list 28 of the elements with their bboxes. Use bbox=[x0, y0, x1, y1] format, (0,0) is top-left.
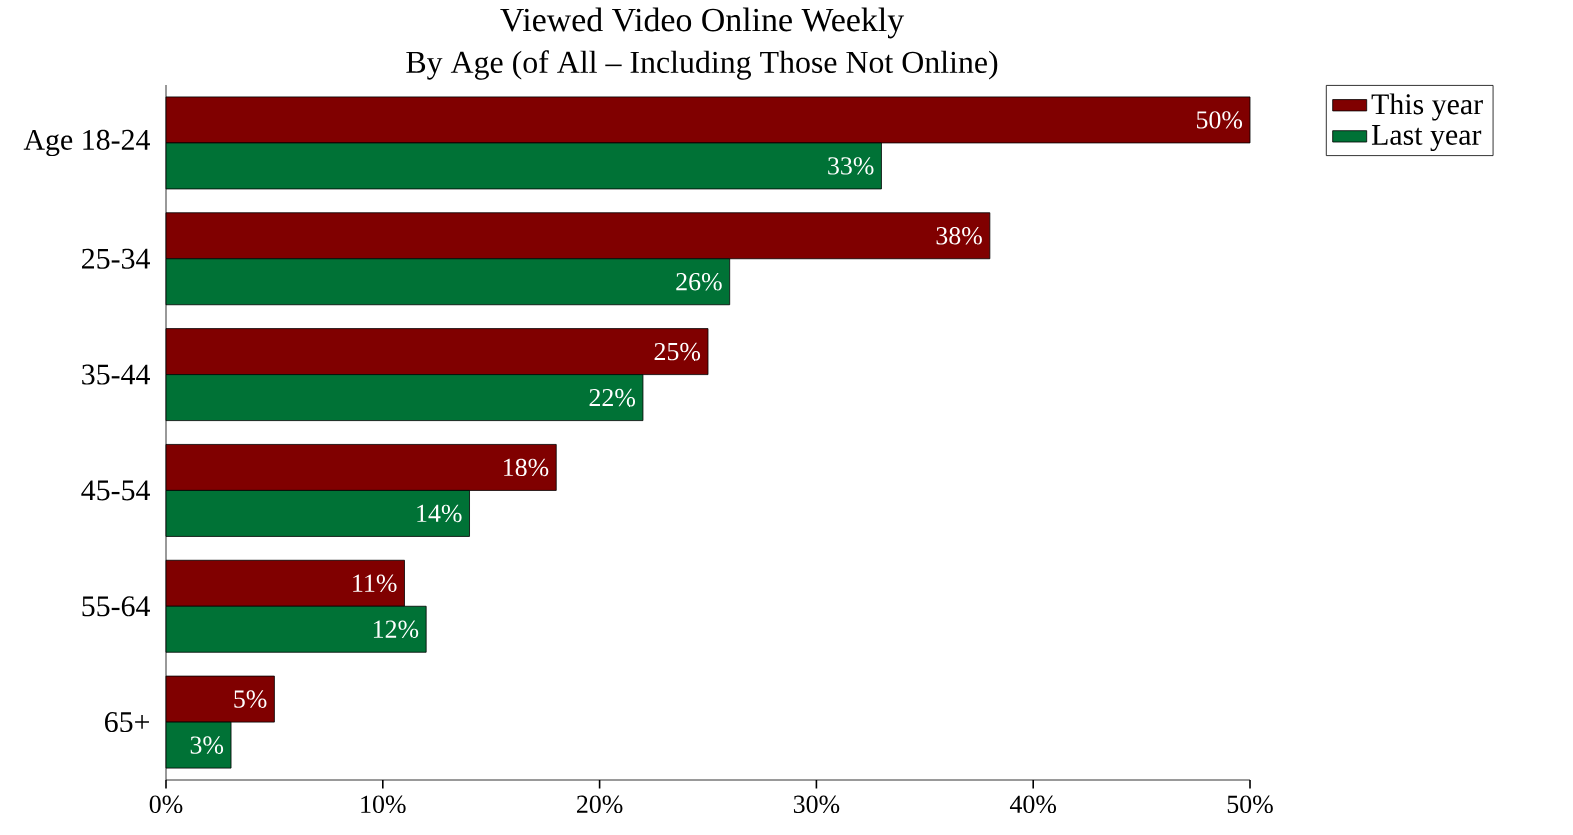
data-label: 26% bbox=[676, 272, 722, 291]
data-label: 12% bbox=[373, 620, 419, 639]
x-tick-label: 0% bbox=[149, 795, 183, 814]
y-tick-label: 55-64 bbox=[82, 596, 150, 617]
y-tick-label: Age 18-24 bbox=[23, 129, 150, 157]
data-label: 38% bbox=[936, 226, 982, 245]
y-tick-label: 45-54 bbox=[81, 480, 150, 501]
data-label: 50% bbox=[1196, 111, 1243, 129]
y-tick-label: 25-34 bbox=[82, 248, 150, 269]
y-tick-label: 65+ bbox=[104, 712, 149, 733]
data-label: 18% bbox=[504, 458, 549, 477]
data-label: 14% bbox=[417, 504, 462, 523]
legend-label: This year bbox=[1371, 93, 1483, 121]
x-tick-label: 30% bbox=[793, 795, 840, 814]
y-tick-label: 35-44 bbox=[82, 364, 150, 385]
x-tick-label: 10% bbox=[361, 795, 406, 814]
data-label: 11% bbox=[353, 574, 397, 593]
chart-title: Viewed Video Online Weekly bbox=[500, 7, 905, 39]
data-label: 3% bbox=[190, 736, 224, 754]
x-tick-label: 50% bbox=[1227, 795, 1273, 814]
data-label: 22% bbox=[589, 388, 636, 407]
data-label: 25% bbox=[654, 342, 701, 361]
x-tick-label: 40% bbox=[1009, 795, 1057, 814]
x-tick-label: 20% bbox=[576, 795, 623, 814]
data-label: 5% bbox=[234, 690, 267, 708]
legend-label: Last year bbox=[1371, 125, 1482, 152]
data-label: 33% bbox=[828, 157, 874, 175]
chart-subtitle: By Age (of All – Including Those Not Online) bbox=[406, 50, 998, 80]
